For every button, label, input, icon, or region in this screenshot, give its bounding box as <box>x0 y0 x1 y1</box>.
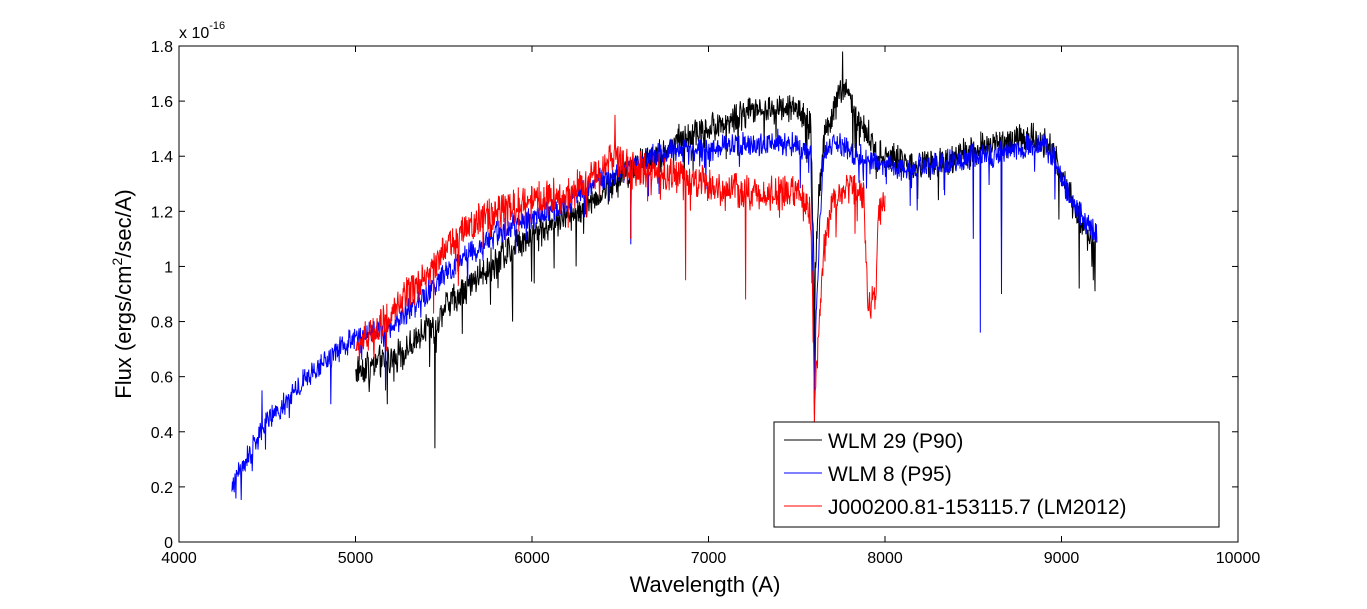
x-tick-label: 4000 <box>161 550 197 567</box>
x-tick-label: 5000 <box>338 550 374 567</box>
y-tick-label: 1.4 <box>151 149 173 166</box>
x-tick-label: 9000 <box>1044 550 1080 567</box>
y-tick-label: 1.6 <box>151 94 173 111</box>
y-tick-label: 0.6 <box>151 370 173 387</box>
x-tick-label: 6000 <box>514 550 550 567</box>
y-multiplier: x 10-16 <box>179 20 225 42</box>
legend: WLM 29 (P90) WLM 8 (P95) J000200.81-1531… <box>773 421 1220 528</box>
x-axis-title: Wavelength (A) <box>630 572 781 597</box>
y-tick-label: 1.2 <box>151 204 173 221</box>
y-tick-label: 0.8 <box>151 315 173 332</box>
y-tick-label: 0 <box>164 535 173 552</box>
legend-label-j000200: J000200.81-153115.7 (LM2012) <box>828 496 1127 519</box>
series-layer <box>231 51 1098 501</box>
y-axis-title-superscript: 2 <box>109 258 125 266</box>
y-tick-label: 0.2 <box>151 480 173 497</box>
y-tick-label: 1.8 <box>151 39 173 56</box>
legend-box <box>773 421 1220 528</box>
x-tick-label: 10000 <box>1216 550 1261 567</box>
y-axis: 0 0.2 0.4 0.6 0.8 1 1.2 1.4 1.6 1.8 <box>151 39 1238 552</box>
y-tick-label: 1 <box>164 259 173 276</box>
legend-label-wlm29: WLM 29 (P90) <box>828 430 963 453</box>
x-axis: 4000 5000 6000 7000 8000 9000 10000 <box>161 46 1260 567</box>
y-axis-title: Flux (ergs/cm2/sec/A) <box>109 189 136 399</box>
legend-label-wlm8: WLM 8 (P95) <box>828 463 952 486</box>
y-tick-label: 0.4 <box>151 425 173 442</box>
y-multiplier-exponent: -16 <box>209 20 225 32</box>
x-tick-label: 7000 <box>691 550 727 567</box>
series-line-3 <box>355 114 886 427</box>
x-tick-label: 8000 <box>867 550 903 567</box>
